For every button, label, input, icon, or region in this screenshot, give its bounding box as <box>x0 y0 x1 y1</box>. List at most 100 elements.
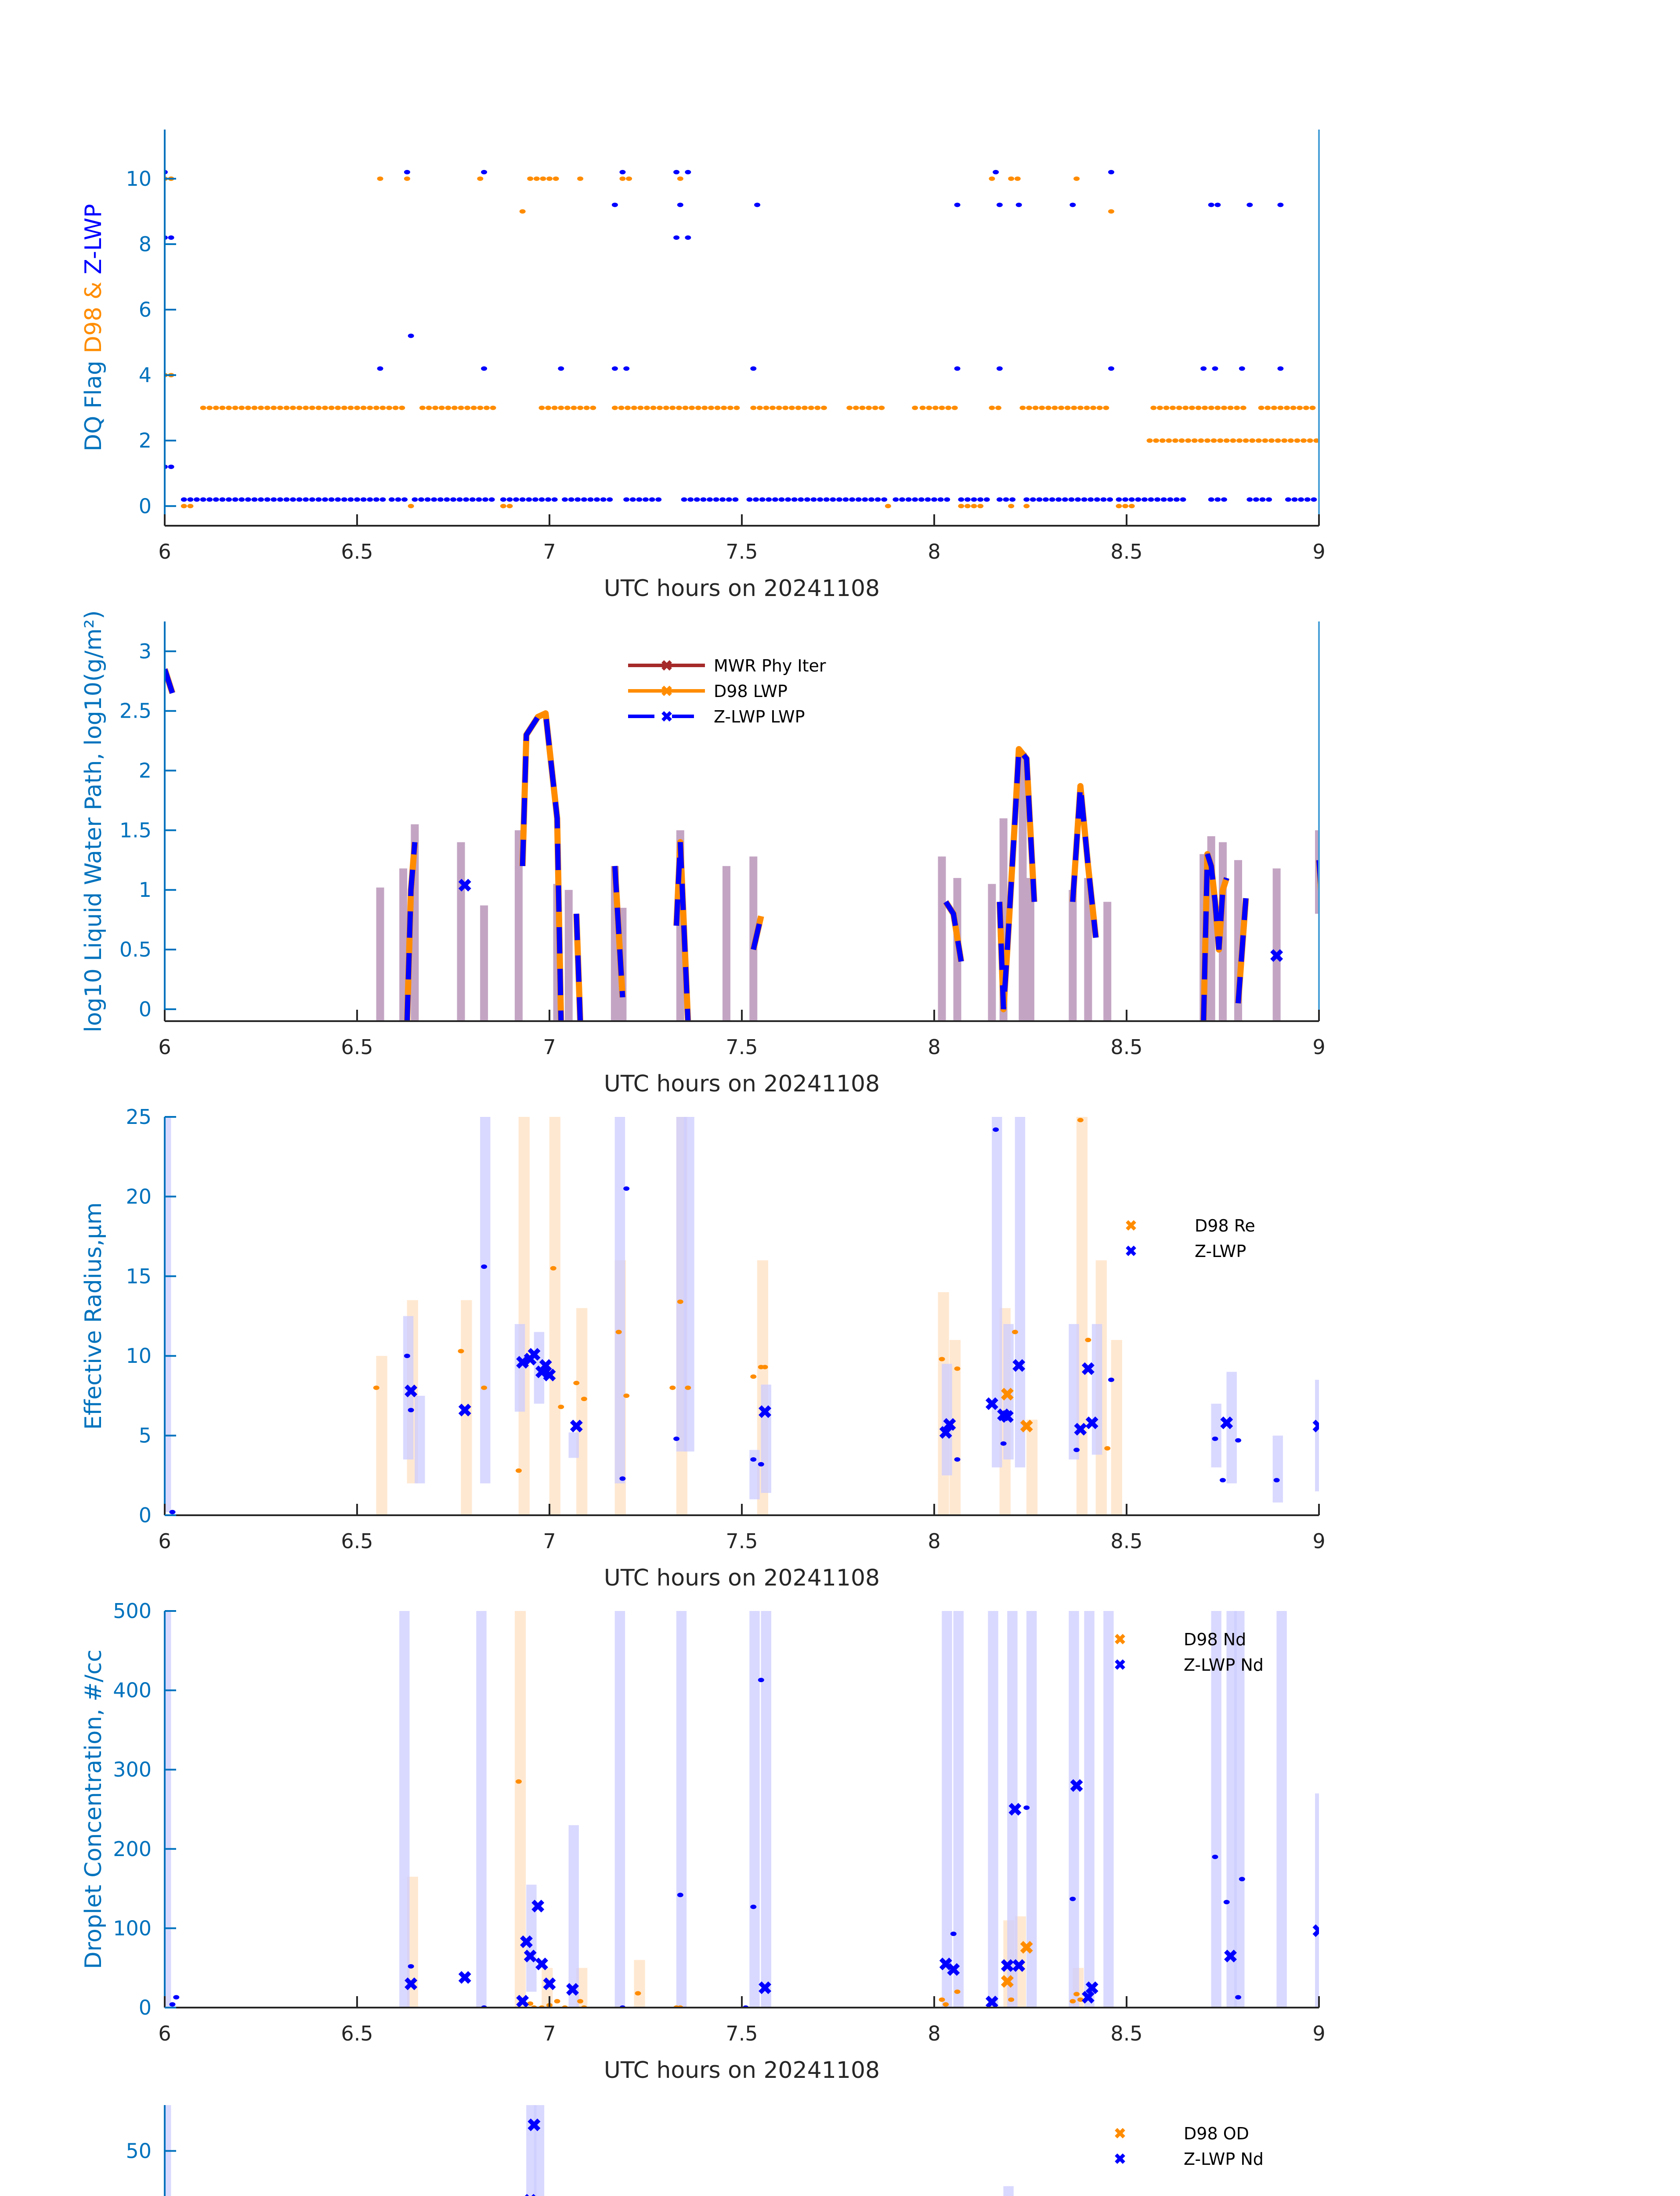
zlwp-flag-point <box>996 497 1003 502</box>
zlwp-lwp-marker <box>1270 949 1283 962</box>
zlwp-uncertainty-band <box>942 1611 952 2008</box>
zlwp-uncertainty-band <box>399 1611 410 2008</box>
zlwp-lwp-line <box>674 842 691 1021</box>
zlwp-flag-point <box>1277 202 1284 207</box>
zlwp-flag-point <box>1036 497 1043 502</box>
y-tick-label: 0.5 <box>119 938 152 961</box>
d98-flag-point <box>1258 405 1265 410</box>
legend-marker <box>1115 2128 1125 2138</box>
d98-flag-point <box>1227 405 1234 410</box>
zlwp-point <box>1239 1877 1245 1882</box>
legend-label: Z-LWP Nd <box>1184 1655 1264 1675</box>
d98-flag-point <box>583 405 590 410</box>
d98-flag-point <box>1189 405 1195 410</box>
zlwp-lwp-line <box>574 914 583 1021</box>
d98-flag-point <box>708 405 714 410</box>
mwr-uncertainty-band <box>564 890 573 1021</box>
d98-point <box>939 1997 945 2002</box>
zlwp-flag-point <box>545 497 552 502</box>
d98-uncertainty-band <box>376 1356 387 1515</box>
legend-label: D98 Re <box>1195 1216 1255 1235</box>
y-tick-label: 8 <box>139 232 152 256</box>
zlwp-flag-point <box>1212 366 1218 371</box>
zlwp-uncertainty-band <box>415 1395 425 1484</box>
y-tick-label: 6 <box>139 298 152 321</box>
zlwp-flag-point <box>335 497 341 502</box>
zlwp-flag-point <box>506 497 513 502</box>
zlwp-flag-point <box>685 170 691 174</box>
zlwp-flag-point <box>1009 497 1016 502</box>
d98-flag-point <box>470 405 477 410</box>
d98-marker <box>1020 1941 1033 1954</box>
zlwp-flag-point <box>971 497 977 502</box>
zlwp-marker <box>520 1935 533 1948</box>
zlwp-marker <box>1074 1423 1087 1436</box>
d98-flag-point <box>309 405 315 410</box>
zlwp-flag-point <box>1208 497 1214 502</box>
zlwp-flag-point <box>450 497 457 502</box>
d98-point <box>943 2002 949 2007</box>
legend-label: MWR Phy Iter <box>714 656 826 675</box>
d98-flag-point <box>1210 438 1217 443</box>
zlwp-flag-point <box>1108 170 1114 174</box>
legend-marker <box>1115 1659 1125 1670</box>
d98-point <box>615 1329 622 1334</box>
d98-flag-point <box>232 405 238 410</box>
d98-flag-point <box>1019 405 1026 410</box>
zlwp-marker <box>1085 1981 1098 1994</box>
d98-flag-point <box>1176 405 1182 410</box>
zlwp-flag-point <box>700 497 707 502</box>
zlwp-flag-point <box>526 497 532 502</box>
d98-flag-point <box>590 405 596 410</box>
zlwp-flag-point <box>1094 497 1100 502</box>
zlwp-flag-point <box>1285 497 1291 502</box>
zlwp-flag-point <box>1246 202 1253 207</box>
y-tick-label: 200 <box>113 1837 152 1861</box>
zlwp-flag-point <box>1200 366 1207 371</box>
zlwp-marker <box>570 1419 583 1433</box>
y-tick-label: 10 <box>126 167 152 191</box>
d98-flag-point <box>438 405 445 410</box>
zlwp-flag-point <box>958 497 965 502</box>
mwr-uncertainty-band <box>1069 890 1077 1021</box>
d98-flag-point <box>618 405 625 410</box>
zlwp-flag-point <box>463 497 470 502</box>
d98-flag-point <box>245 405 251 410</box>
d98-flag-point <box>878 405 885 410</box>
zlwp-flag-point <box>500 497 506 502</box>
zlwp-uncertainty-band <box>749 1611 760 2008</box>
d98-flag-point <box>1284 405 1290 410</box>
zlwp-marker <box>759 1981 772 1994</box>
zlwp-flag-point <box>931 497 938 502</box>
zlwp-uncertainty-band <box>1026 1611 1037 2008</box>
zlwp-uncertainty-band <box>165 1611 171 2008</box>
zlwp-marker <box>1085 1416 1098 1430</box>
d98-flag-point <box>386 405 393 410</box>
zlwp-uncertainty-band <box>1211 1404 1221 1468</box>
d98-flag-point <box>650 405 657 410</box>
d98-flag-point <box>1032 405 1039 410</box>
y-tick-label: 10 <box>126 1344 152 1368</box>
zlwp-flag-point <box>328 497 335 502</box>
d98-flag-point <box>564 405 571 410</box>
zlwp-flag-point <box>849 497 856 502</box>
d98-flag-point <box>1297 405 1303 410</box>
y-tick-label: 400 <box>113 1679 152 1702</box>
d98-uncertainty-band <box>1026 1419 1038 1515</box>
mwr-uncertainty-band <box>722 866 730 1021</box>
d98-flag-point <box>392 405 399 410</box>
zlwp-marker <box>458 1971 471 1984</box>
x-tick-label: 7 <box>543 2022 556 2045</box>
zlwp-flag-point <box>532 497 538 502</box>
d98-flag-point <box>1150 405 1157 410</box>
x-tick-label: 7.5 <box>726 1529 758 1553</box>
d98-point <box>635 1991 641 1996</box>
d98-point <box>558 1405 564 1409</box>
d98-flag-point <box>533 176 540 181</box>
d98-flag-point <box>458 405 464 410</box>
d98-flag-point <box>733 405 740 410</box>
zlwp-flag-point <box>322 497 329 502</box>
zlwp-uncertainty-band <box>1003 2186 1014 2196</box>
d98-flag-point <box>419 405 426 410</box>
d98-flag-point <box>866 405 872 410</box>
